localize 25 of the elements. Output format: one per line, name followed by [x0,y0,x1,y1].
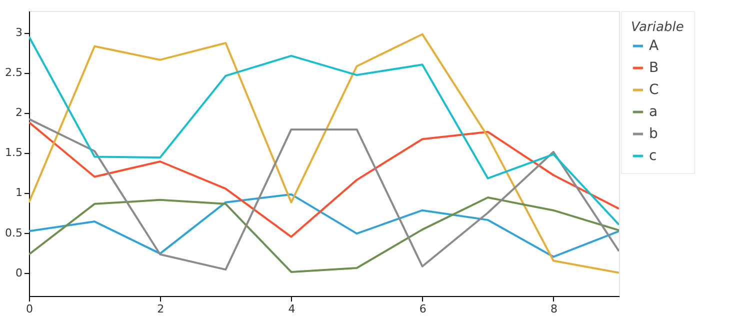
x-tick-label: 0 [26,302,33,316]
line-series [29,196,619,273]
line-series [29,118,619,271]
y-tick-label: 2.5 [5,66,22,80]
y-tick-label: 0.5 [5,226,22,240]
y-tick-label: 3 [16,26,22,40]
y-tick-label: 1 [16,186,22,200]
legend-title: Variable [631,20,684,35]
x-tick-label: 8 [550,302,558,316]
line-series [29,36,619,226]
x-tick-label: 6 [419,302,426,316]
legend-label: b [649,126,658,142]
line-series [29,121,619,238]
legend-label: A [649,38,659,54]
legend-label: a [649,104,658,120]
legend-label: C [649,82,659,98]
y-tick-label: 1.5 [5,146,22,160]
legend-label: c [649,148,657,164]
y-tick-label: 0 [16,266,22,280]
y-tick-label: 2 [16,106,22,120]
line-series [29,33,619,274]
x-tick-label: 4 [288,302,296,316]
legend-label: B [649,60,659,76]
x-tick-label: 2 [157,302,164,316]
line-series [29,193,619,258]
